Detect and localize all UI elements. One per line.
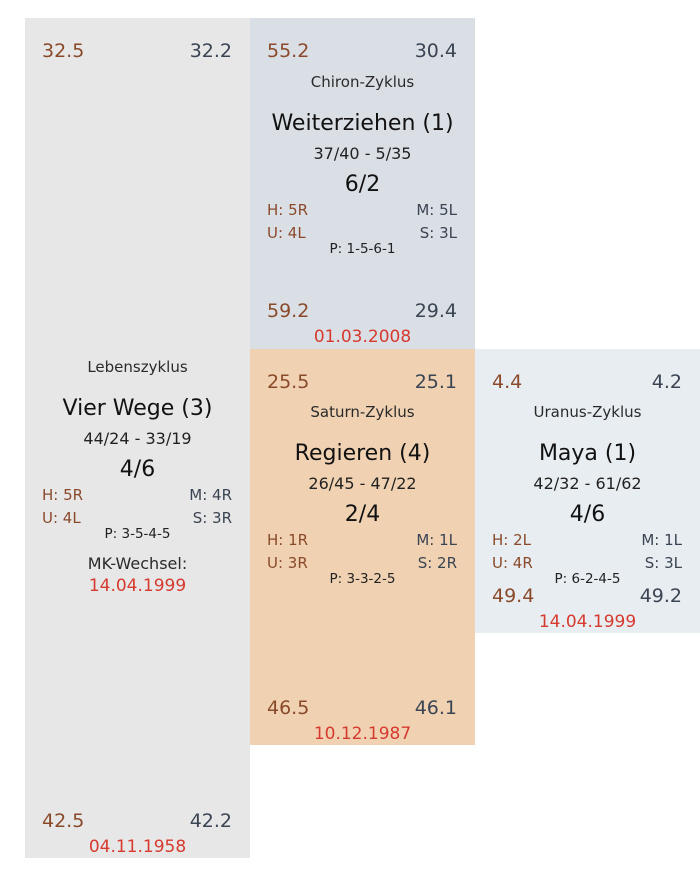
uranus-bottom-right-value: 49.2	[639, 585, 682, 607]
uranus-p-value: P: 6-2-4-5	[554, 571, 621, 587]
leben-numbers: 44/24 - 33/19	[83, 429, 192, 448]
uranus-m-value: M: 1L	[641, 531, 682, 549]
uranus-s-value: S: 3L	[644, 554, 682, 572]
chiron-h-value: H: 5R	[267, 201, 309, 219]
uranus-numbers: 42/32 - 61/62	[533, 474, 642, 493]
uranus-panel: 4.4 4.2 Uranus-Zyklus Maya (1) 42/32 - 6…	[475, 349, 700, 633]
uranus-top-right-value: 4.2	[651, 371, 682, 393]
saturn-top-right-value: 25.1	[414, 371, 457, 393]
saturn-title: Regieren (4)	[294, 441, 431, 466]
chiron-cycle-label: Chiron-Zyklus	[310, 73, 415, 91]
chiron-u-value: U: 4L	[267, 224, 306, 242]
chiron-numbers: 37/40 - 5/35	[313, 144, 412, 163]
chiron-ratio: 6/2	[344, 172, 381, 197]
uranus-ratio: 4/6	[569, 502, 606, 527]
chiron-title: Weiterziehen (1)	[271, 111, 454, 136]
chiron-s-value: S: 3L	[419, 224, 457, 242]
chiron-bottom-left-value: 59.2	[267, 300, 310, 322]
chiron-top-right-value: 30.4	[414, 40, 457, 62]
chiron-panel: 55.2 30.4 Chiron-Zyklus Weiterziehen (1)…	[250, 18, 475, 349]
saturn-ratio: 2/4	[344, 502, 381, 527]
saturn-bottom-left-value: 46.5	[267, 697, 310, 719]
saturn-h-value: H: 1R	[267, 531, 309, 549]
chiron-p-value: P: 1-5-6-1	[329, 241, 396, 257]
leben-u-value: U: 4L	[42, 509, 81, 527]
leben-bottom-left-value: 42.5	[42, 810, 85, 832]
uranus-bottom-left-value: 49.4	[492, 585, 535, 607]
chiron-bottom-right-value: 29.4	[414, 300, 457, 322]
uranus-date: 14.04.1999	[538, 612, 637, 632]
saturn-cycle-label: Saturn-Zyklus	[310, 403, 415, 421]
uranus-title: Maya (1)	[538, 441, 637, 466]
chiron-date: 01.03.2008	[313, 327, 412, 347]
leben-change-date: 14.04.1999	[88, 576, 187, 596]
uranus-cycle-label: Uranus-Zyklus	[533, 403, 642, 421]
leben-bottom-right-value: 42.2	[189, 810, 232, 832]
leben-date: 04.11.1958	[88, 837, 187, 857]
leben-change-label: MK-Wechsel:	[87, 554, 188, 573]
saturn-p-value: P: 3-3-2-5	[329, 571, 396, 587]
leben-top-right-value: 32.2	[189, 40, 232, 62]
uranus-top-left-value: 4.4	[492, 371, 523, 393]
chiron-m-value: M: 5L	[416, 201, 457, 219]
saturn-top-left-value: 25.5	[267, 371, 310, 393]
leben-panel: 32.5 32.2 Lebenszyklus Vier Wege (3) 44/…	[25, 18, 250, 858]
saturn-bottom-right-value: 46.1	[414, 697, 457, 719]
saturn-m-value: M: 1L	[416, 531, 457, 549]
uranus-h-value: H: 2L	[492, 531, 532, 549]
saturn-panel: 25.5 25.1 Saturn-Zyklus Regieren (4) 26/…	[250, 349, 475, 745]
chiron-top-left-value: 55.2	[267, 40, 310, 62]
leben-s-value: S: 3R	[192, 509, 232, 527]
saturn-u-value: U: 3R	[267, 554, 308, 572]
uranus-u-value: U: 4R	[492, 554, 533, 572]
saturn-date: 10.12.1987	[313, 724, 412, 744]
leben-h-value: H: 5R	[42, 486, 84, 504]
leben-m-value: M: 4R	[189, 486, 232, 504]
saturn-numbers: 26/45 - 47/22	[308, 474, 417, 493]
leben-top-left-value: 32.5	[42, 40, 85, 62]
leben-cycle-label: Lebenszyklus	[87, 358, 188, 376]
saturn-s-value: S: 2R	[417, 554, 457, 572]
leben-p-value: P: 3-5-4-5	[104, 526, 171, 542]
leben-title: Vier Wege (3)	[62, 396, 213, 421]
leben-ratio: 4/6	[119, 457, 156, 482]
